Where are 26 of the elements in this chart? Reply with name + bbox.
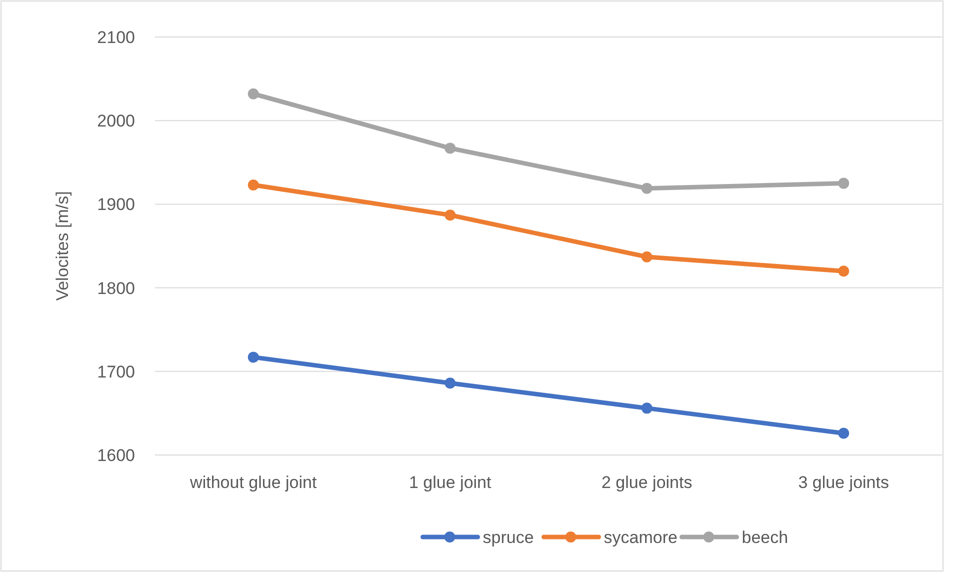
y-tick-label: 1800 <box>97 278 135 298</box>
legend-label: beech <box>742 528 788 547</box>
y-tick-label: 1600 <box>97 446 135 465</box>
y-tick-label: 2100 <box>97 28 135 47</box>
y-tick-label: 1900 <box>97 195 135 214</box>
x-tick-label: 3 glue joints <box>798 473 889 492</box>
point <box>641 402 652 414</box>
point <box>248 179 259 190</box>
point <box>641 182 652 194</box>
point <box>641 251 652 262</box>
x-tick-label: 1 glue joint <box>409 473 492 492</box>
point <box>838 428 850 439</box>
x-tick-label: without glue joint <box>189 473 317 492</box>
point <box>838 266 850 277</box>
y-tick-label: 1700 <box>97 362 135 382</box>
y-axis-title: Velocites [m/s] <box>53 191 72 301</box>
x-tick-label: 2 glue joints <box>602 473 692 492</box>
y-tick-label: 2000 <box>97 112 135 131</box>
legend-label: sycamore <box>604 528 678 547</box>
point <box>248 352 259 363</box>
point <box>444 378 456 389</box>
point <box>444 142 456 154</box>
point <box>248 88 259 100</box>
point <box>838 178 850 189</box>
legend-label: spruce <box>482 528 534 547</box>
point <box>444 210 456 221</box>
